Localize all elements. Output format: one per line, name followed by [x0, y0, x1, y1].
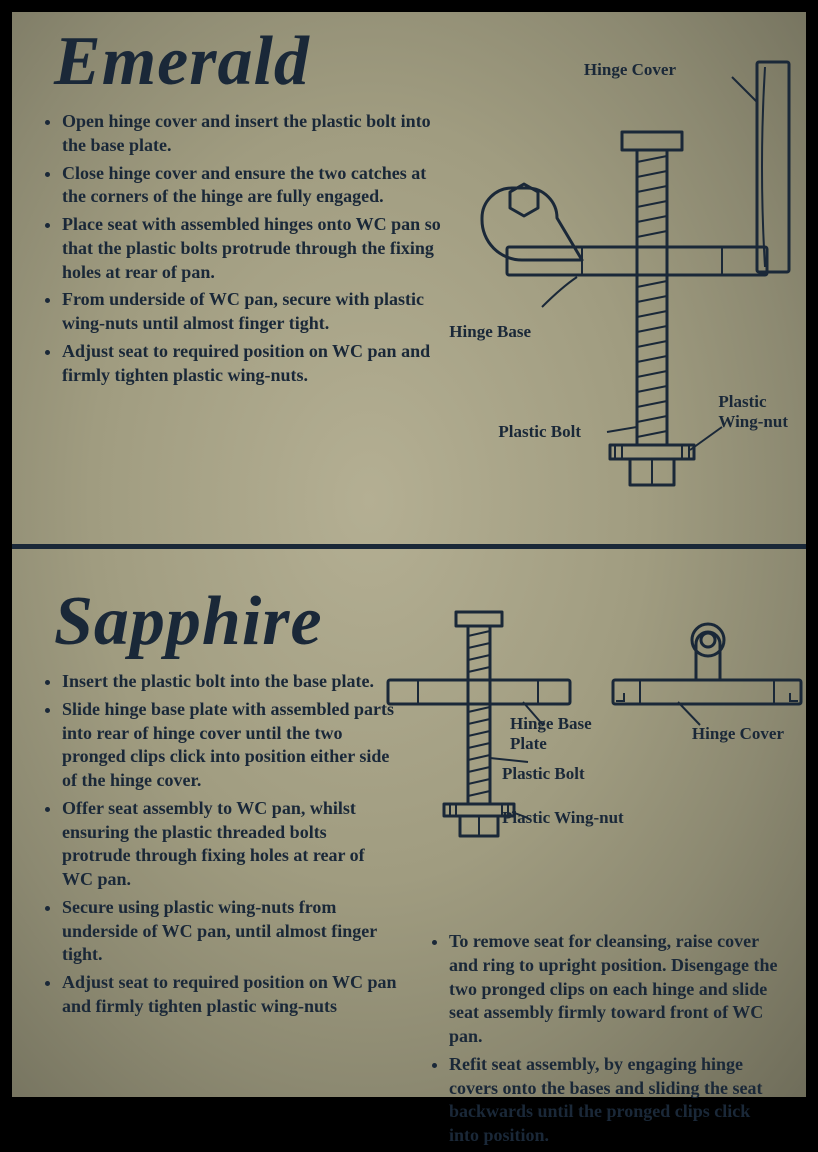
instruction-sheet: Emerald Open hinge cover and insert the …	[12, 12, 806, 1097]
label-s-plastic-bolt: Plastic Bolt	[502, 764, 585, 784]
label-s-hinge-cover: Hinge Cover	[692, 724, 784, 744]
section-emerald: Emerald Open hinge cover and insert the …	[12, 12, 806, 532]
sapphire-step: Offer seat assembly to WC pan, whilst en…	[62, 797, 397, 892]
sapphire-diagram	[378, 590, 808, 840]
sapphire-step: Refit seat assembly, by engaging hinge c…	[449, 1053, 784, 1148]
sapphire-step: Insert the plastic bolt into the base pl…	[62, 670, 397, 694]
emerald-step: Open hinge cover and insert the plastic …	[62, 110, 452, 158]
label-hinge-base: Hinge Base	[449, 322, 531, 342]
sapphire-step: Secure using plastic wing-nuts from unde…	[62, 896, 397, 967]
label-s-hinge-base-plate: Hinge Base Plate	[510, 714, 592, 754]
sapphire-steps-right: To remove seat for cleansing, raise cove…	[421, 930, 784, 1152]
label-hinge-cover: Hinge Cover	[584, 60, 676, 80]
sapphire-step: Slide hinge base plate with assembled pa…	[62, 698, 397, 793]
section-sapphire: Sapphire	[12, 572, 806, 1097]
section-divider	[12, 544, 806, 549]
label-plastic-wingnut: Plastic Wing-nut	[718, 392, 788, 432]
emerald-step: Close hinge cover and ensure the two cat…	[62, 162, 452, 210]
emerald-step: From underside of WC pan, secure with pl…	[62, 288, 452, 336]
emerald-step: Adjust seat to required position on WC p…	[62, 340, 452, 388]
label-plastic-bolt: Plastic Bolt	[498, 422, 581, 442]
emerald-step: Place seat with assembled hinges onto WC…	[62, 213, 452, 284]
sapphire-step: To remove seat for cleansing, raise cove…	[449, 930, 784, 1049]
sapphire-step: Adjust seat to required position on WC p…	[62, 971, 397, 1019]
label-s-plastic-wingnut: Plastic Wing-nut	[502, 808, 624, 828]
sapphire-steps-left: Insert the plastic bolt into the base pl…	[34, 670, 401, 1152]
